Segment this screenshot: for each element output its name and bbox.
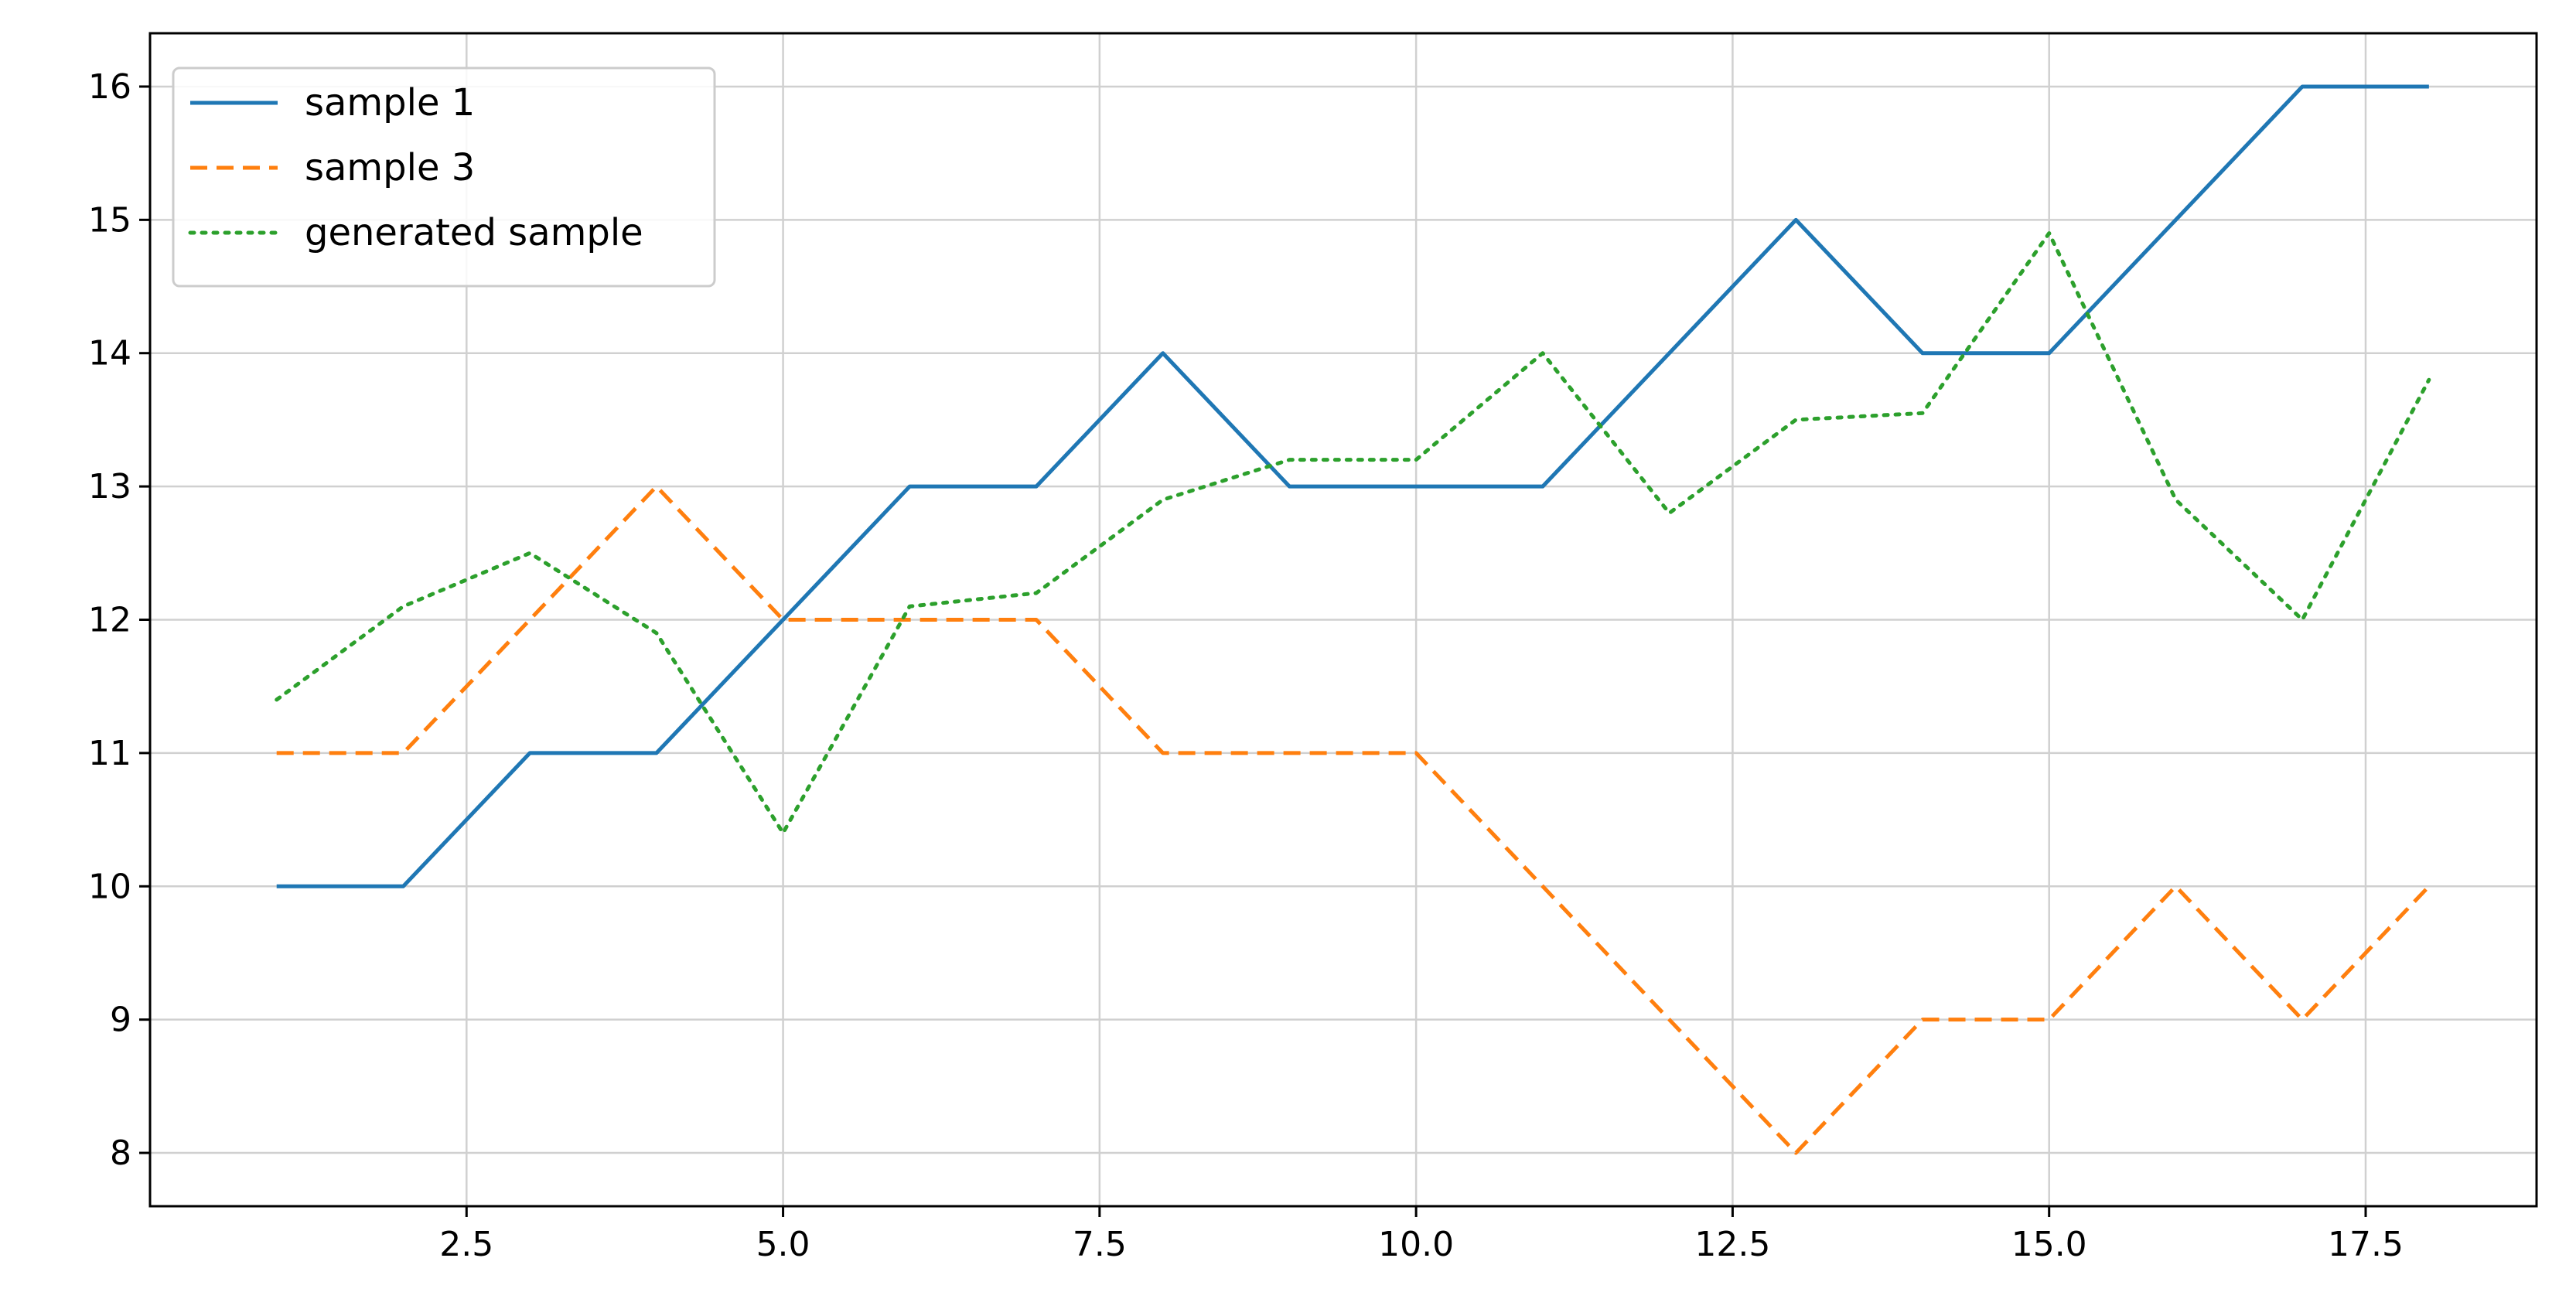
axis-ticks: 2.5 5.0 7.5 10.0 12.5 15.0 17.5 8 9 10 11 12 13 14 15 1… bbox=[88, 67, 2404, 1264]
legend-box bbox=[172, 66, 716, 288]
y-tick-label: 8 bbox=[110, 1134, 131, 1173]
x-tick-label: 15.0 bbox=[2011, 1225, 2087, 1264]
x-tick-label: 2.5 bbox=[439, 1225, 493, 1264]
plot-lines bbox=[275, 84, 2431, 1155]
y-tick-label: 14 bbox=[88, 334, 131, 373]
x-tick-label: 5.0 bbox=[756, 1225, 810, 1264]
y-tick-label: 10 bbox=[88, 867, 131, 906]
series-line-2 bbox=[276, 484, 2431, 1155]
y-tick-label: 12 bbox=[88, 601, 131, 640]
x-tick-label: 10.0 bbox=[1378, 1225, 1454, 1264]
series-line-3 bbox=[275, 231, 2431, 835]
legend: sample 1 sample 3 generated sample bbox=[172, 66, 716, 288]
y-tick-label: 15 bbox=[88, 200, 131, 240]
y-tick-label: 16 bbox=[88, 67, 131, 107]
x-tick-label: 17.5 bbox=[2328, 1225, 2404, 1264]
legend-label-2: sample 3 bbox=[305, 146, 475, 189]
y-tick-label: 9 bbox=[110, 1001, 131, 1040]
series-line-1 bbox=[276, 84, 2429, 888]
x-tick-label: 7.5 bbox=[1073, 1225, 1127, 1264]
legend-label-3: generated sample bbox=[305, 211, 643, 254]
x-tick-label: 12.5 bbox=[1694, 1225, 1770, 1264]
legend-label-1: sample 1 bbox=[305, 81, 475, 124]
y-tick-label: 13 bbox=[88, 467, 131, 506]
y-tick-label: 11 bbox=[88, 734, 131, 773]
